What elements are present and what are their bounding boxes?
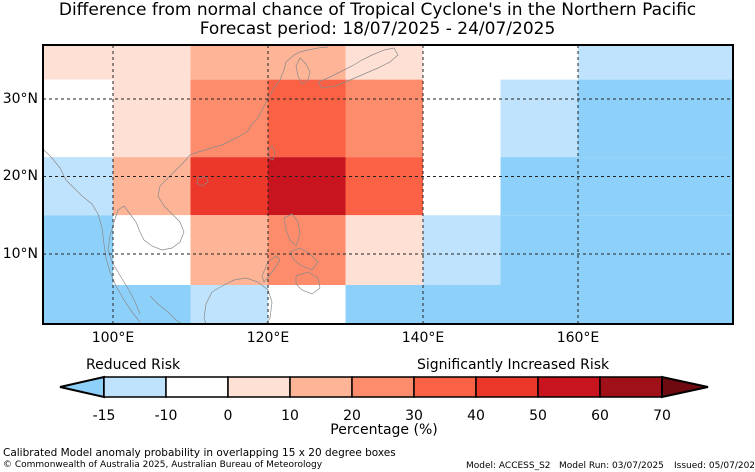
colorbar — [59, 375, 709, 399]
map-frame — [42, 44, 734, 325]
anomaly-cell — [345, 79, 423, 158]
coastline-outlines — [43, 46, 399, 325]
colorbar-tick: 40 — [467, 408, 485, 424]
anomaly-cell — [500, 79, 578, 158]
colorbar-tick: 50 — [529, 408, 547, 424]
anomaly-cell — [190, 79, 268, 158]
footnote: Calibrated Model anomaly probability in … — [3, 447, 396, 459]
borneo-coast — [203, 277, 273, 325]
anomaly-cell — [423, 45, 578, 80]
sumatra-coast — [149, 295, 183, 325]
anomaly-cell — [500, 215, 733, 285]
anomaly-cell — [43, 285, 191, 324]
anomaly-cell — [190, 45, 346, 80]
anomaly-cell — [43, 157, 113, 216]
anomaly-cell — [500, 157, 733, 216]
anomaly-cell — [423, 215, 501, 285]
colorbar-tick: -15 — [92, 408, 116, 424]
colorbar-title: Percentage (%) — [330, 422, 438, 438]
anomaly-cell — [190, 285, 268, 324]
anomaly-cell — [345, 157, 423, 216]
anomaly-cell — [578, 45, 733, 80]
colorbar-bin — [599, 376, 663, 398]
issued-date: Issued: 05/07/2025 — [674, 461, 755, 471]
model-run: Model Run: 03/07/2025 — [559, 461, 664, 471]
colorbar-tick: 10 — [281, 408, 299, 424]
anomaly-cell — [268, 285, 346, 324]
hainan-coast — [196, 175, 209, 187]
lon-label-120e: 120°E — [246, 330, 290, 346]
model-name: Model: ACCESS_S2 — [466, 461, 551, 471]
anomaly-cell — [345, 215, 423, 285]
anomaly-cell — [268, 157, 346, 216]
korea-coast — [295, 57, 311, 85]
anomaly-cell — [345, 285, 733, 324]
colorbar-bin — [537, 376, 601, 398]
colorbar-tick: 70 — [653, 408, 671, 424]
anomaly-cell — [43, 215, 113, 285]
anomaly-cells — [43, 45, 733, 324]
luzon-coast — [283, 213, 301, 247]
copyright: © Commonwealth of Australia 2025, Austra… — [3, 460, 323, 470]
increased-risk-label: Significantly Increased Risk — [417, 357, 610, 373]
colorbar-tick: 60 — [591, 408, 609, 424]
colorbar-bin — [475, 376, 539, 398]
reduced-risk-label: Reduced Risk — [86, 357, 181, 373]
map-title: Difference from normal chance of Tropica… — [58, 0, 697, 20]
lon-label-160e: 160°E — [556, 330, 600, 346]
anomaly-cell — [113, 215, 191, 285]
colorbar-bin — [103, 376, 167, 398]
burma-coast — [43, 149, 141, 323]
lat-label-30n: 30°N — [2, 91, 38, 107]
anomaly-cell — [113, 157, 191, 216]
anomaly-cell — [190, 157, 268, 216]
colorbar-bin — [351, 376, 415, 398]
visayas-coast — [289, 247, 319, 271]
indochina-coast — [107, 154, 191, 315]
anomaly-cell — [190, 215, 268, 285]
anomaly-cell — [423, 79, 501, 158]
anomaly-cell — [43, 79, 113, 158]
colorbar-bin — [413, 376, 477, 398]
lat-label-10n: 10°N — [2, 246, 38, 262]
graticule — [43, 45, 733, 324]
anomaly-cell — [43, 45, 191, 80]
anomaly-cell — [423, 157, 501, 216]
colorbar-under-arrow — [59, 375, 105, 399]
colorbar-bin — [165, 376, 229, 398]
colorbar-tick: -10 — [154, 408, 178, 424]
colorbar-tick: 0 — [223, 408, 233, 424]
lon-label-100e: 100°E — [91, 330, 135, 346]
forecast-period: Forecast period: 18/07/2025 - 24/07/2025 — [199, 19, 556, 39]
anomaly-cell — [578, 79, 733, 158]
lat-label-20n: 20°N — [2, 168, 38, 184]
taiwan-coast — [267, 145, 276, 161]
palawan-coast — [261, 255, 281, 283]
colorbar-tick: 30 — [405, 408, 423, 424]
anomaly-cell — [268, 215, 346, 285]
japan-coast — [317, 47, 399, 89]
colorbar-bin — [289, 376, 353, 398]
china-coast — [189, 46, 329, 156]
colorbar-bin — [227, 376, 291, 398]
colorbar-over-arrow — [661, 375, 709, 399]
colorbar-tick: 20 — [343, 408, 361, 424]
anomaly-cell — [113, 79, 191, 158]
lon-label-140e: 140°E — [401, 330, 445, 346]
mindanao-coast — [295, 271, 321, 295]
anomaly-cell — [268, 79, 346, 158]
